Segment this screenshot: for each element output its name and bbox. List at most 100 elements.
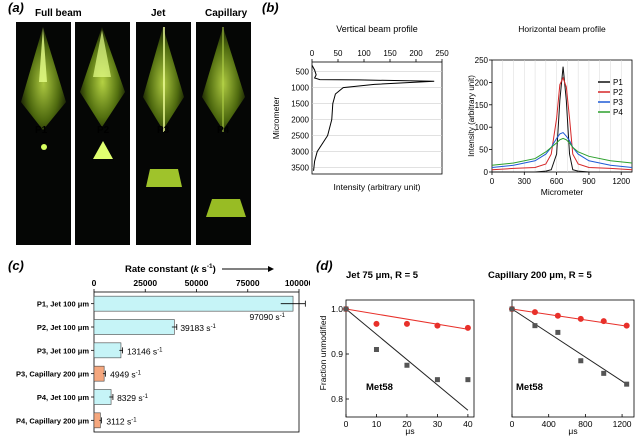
photo-p3 [136,137,191,245]
photo-p2 [75,137,130,245]
photo-full-beam-2 [75,22,130,137]
vertical-profile-xtick-label: 100 [357,49,371,58]
rate-category-label: P2, Jet 100 μm [37,323,89,332]
panel-a-letter: (a) [8,0,24,15]
horizontal-profile-ytick-label: 100 [475,123,489,132]
photo-jet [136,22,191,137]
legend-label-p1: P1 [613,78,623,87]
jet-sample-label: Met58 [366,382,393,393]
horizontal-profile-title: Horizontal beam profile [518,24,606,34]
data-point-black [532,323,538,329]
kinetics-xtick-label: 0 [510,419,515,429]
vertical-profile-xlabel: Intensity (arbitrary unit) [334,182,421,192]
vertical-profile-title: Vertical beam profile [336,24,418,34]
panel-c-letter: (c) [8,258,24,273]
horizontal-profile-xtick-label: 1200 [612,177,630,186]
fit-line-red [511,308,627,327]
vertical-profile-xtick-label: 150 [383,49,397,58]
vertical-profile-ytick-label: 3500 [291,164,309,173]
vertical-profile-ytick-label: 3000 [291,148,309,157]
photo-p4 [196,137,251,245]
vertical-profile-xtick-label: 50 [334,49,343,58]
rate-value-label: 97090 s-1 [249,312,285,322]
rate-axis-arrowhead [268,266,274,272]
legend-label-p3: P3 [613,98,623,107]
fit-line-black [511,308,627,385]
vertical-profile-xtick-label: 250 [435,49,449,58]
rate-value-label: 8329 s-1 [117,393,149,403]
vertical-profile-ytick-label: 2000 [291,116,309,125]
rate-bar [93,319,175,335]
rate-xtick-label: 0 [92,278,97,288]
legend-label-p4: P4 [613,108,623,117]
capillary-xlabel: μs [568,426,577,436]
data-point-black [624,381,630,387]
vertical-profile-chart: Vertical beam profile 0 50 100 150 200 250 50… [271,24,449,192]
horizontal-profile-line-p1 [492,66,632,173]
jet-panel-title: Jet 75 μm, R = 5 [346,270,419,281]
data-point-black [555,329,561,335]
legend-label-p2: P2 [613,88,623,97]
rate-value-label: 3112 s-1 [106,416,137,426]
panel-b-letter: (b) [262,0,279,15]
kinetics-ylabel: Fraction unmodified [318,315,328,390]
vertical-profile-xtick-label: 200 [409,49,423,58]
data-point-red [577,315,584,322]
kinetics-xtick-label: 1200 [613,419,632,429]
rate-value-label: 39183 s-1 [180,323,216,333]
horizontal-profile-xtick-label: 300 [518,177,532,186]
data-point-red [403,320,410,327]
rate-bar [93,365,105,382]
kinetics-xtick-label: 400 [542,419,556,429]
photo-full-beam-1 [16,22,71,137]
label-jet: Jet [151,8,166,19]
kinetics-xtick-label: 10 [372,419,382,429]
data-point-black [509,306,515,312]
rate-constant-chart: Rate constant (k s-1) 0 25000 50000 75000 10… [16,263,310,433]
data-point-black [373,347,379,352]
data-point-red [623,322,630,329]
data-point-black [434,377,440,383]
data-point-black [601,370,607,376]
panel-d-letter: (d) [316,258,333,273]
kinetics-ytick-label: 1.0 [331,304,343,314]
kinetics-xtick-label: 40 [463,419,473,429]
fit-line-red [345,308,468,330]
label-p3: P3 [157,125,170,136]
rate-category-label: P3, Jet 100 μm [37,346,89,355]
rate-bar [93,295,294,312]
data-point-black [578,358,584,364]
horizontal-profile-ytick-label: 50 [479,146,488,155]
capillary-sample-label: Met58 [516,382,543,393]
kinetics-xtick-label: 0 [344,419,349,429]
rate-bar [93,342,122,359]
horizontal-profile-line-p2 [491,76,633,171]
data-point-black [343,306,349,312]
data-point-red [434,322,441,329]
rate-xtick-label: 75000 [236,278,260,288]
label-capillary: Capillary [205,8,248,19]
data-point-black [404,362,410,368]
rate-category-label: P4, Capillary 200 μm [16,416,89,425]
label-full-beam: Full beam [35,8,82,19]
horizontal-profile-xtick-label: 0 [490,177,495,186]
kinetics-charts: Fraction unmodified Jet 75 μm, R = 5 0 10… [318,270,635,436]
horizontal-profile-xtick-label: 900 [582,177,596,186]
horizontal-profile-ytick-label: 150 [475,101,489,110]
rate-value-label: 4949 s-1 [110,370,142,380]
rate-bar [93,389,112,405]
rate-category-label: P3, Capillary 200 μm [16,370,89,379]
vertical-profile-xtick-label: 0 [310,49,315,58]
vertical-profile-ytick-label: 1000 [291,84,309,93]
rate-category-label: P1, Jet 100 μm [37,300,89,309]
data-point-red [531,309,538,316]
vertical-profile-line [311,64,435,171]
rate-category-label: P4, Jet 100 μm [37,393,89,402]
label-p2: P2 [97,125,110,136]
rate-axis-title: Rate constant (k s-1) [125,263,216,275]
data-point-red [600,318,607,325]
rate-xtick-label: 100000 [285,278,310,288]
rate-value-label: 13146 s-1 [127,346,163,356]
horizontal-profile-ytick-label: 0 [484,168,489,177]
fit-line-black [345,308,469,411]
